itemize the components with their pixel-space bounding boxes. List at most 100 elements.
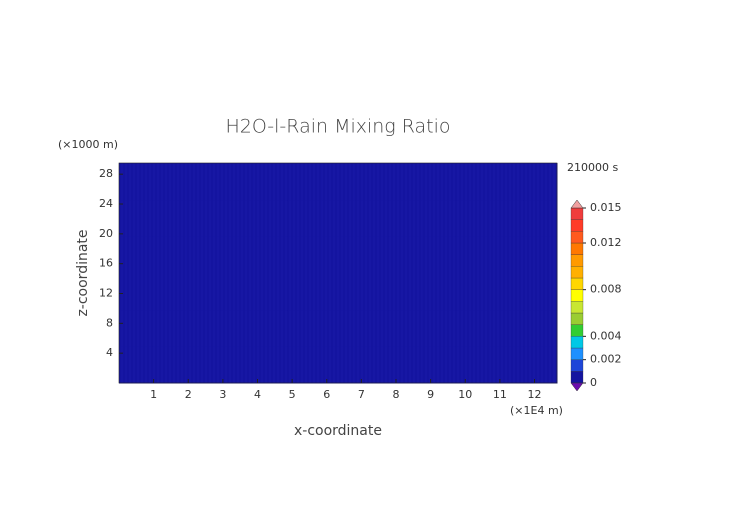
heat-cell (119, 199, 154, 237)
colorbar-over (570, 199, 584, 209)
colorbar-band (570, 336, 584, 349)
heat-cell (220, 346, 255, 384)
heat-cell (489, 273, 524, 311)
plot-frame (118, 162, 558, 384)
heat-cell (253, 273, 288, 311)
heat-cell (388, 346, 423, 384)
y-unit: (×1000 m) (58, 138, 118, 151)
heat-cell (388, 199, 423, 237)
heat-cell (455, 273, 491, 311)
y-axis-label: z-coordinate (75, 229, 91, 316)
heat-cell (119, 346, 154, 384)
y-tick-label: 24 (99, 197, 113, 210)
colorbar-band (570, 289, 584, 302)
heat-cell (354, 309, 390, 347)
heat-cell (186, 346, 221, 384)
heat-cell (186, 273, 221, 311)
heat-cell (523, 199, 558, 237)
heat-cell (523, 163, 558, 201)
x-tick-label: 9 (427, 388, 434, 401)
y-tick-label: 8 (106, 316, 113, 329)
x-tick-label: 10 (458, 388, 472, 401)
colorbar-tick-label: 0.012 (590, 236, 622, 249)
heat-cell (354, 236, 390, 274)
heat-cell (186, 199, 221, 237)
heat-cell (119, 236, 154, 274)
time-label: 210000 s (567, 161, 618, 174)
heat-cell (523, 346, 558, 384)
heat-cell (186, 236, 221, 274)
y-tick-label: 12 (99, 287, 113, 300)
colorbar-under (570, 382, 584, 392)
heat-cell (489, 236, 524, 274)
colorbar-band (570, 254, 584, 267)
y-tick-label: 28 (99, 167, 113, 180)
heat-cell (523, 236, 558, 274)
colorbar-tick-label: 0.008 (590, 283, 622, 296)
heat-cell (287, 346, 322, 384)
x-axis-label: x-coordinate (294, 423, 382, 439)
heat-cell (523, 273, 558, 311)
x-tick-label: 3 (219, 388, 226, 401)
heat-cell (253, 163, 288, 201)
colorbar-tick-label: 0.004 (590, 329, 622, 342)
x-unit: (×1E4 m) (510, 404, 563, 417)
heat-cell (287, 199, 322, 237)
heat-cell (119, 273, 154, 311)
x-tick-label: 8 (392, 388, 399, 401)
heat-cell (253, 309, 288, 347)
heat-cell (422, 309, 457, 347)
heat-cell (354, 346, 390, 384)
heat-cell (287, 309, 322, 347)
heat-cell (287, 236, 322, 274)
colorbar-tick-label: 0.002 (590, 353, 622, 366)
colorbar-band (570, 324, 584, 337)
x-tick-label: 4 (254, 388, 261, 401)
colorbar-band (570, 231, 584, 244)
colorbar-band (570, 312, 584, 325)
heat-cell (388, 236, 423, 274)
colorbar-band (570, 371, 584, 384)
heat-cell (253, 346, 288, 384)
heat-cell (220, 273, 255, 311)
heat-cell (354, 273, 390, 311)
heat-cell (220, 309, 255, 347)
heat-cell (220, 199, 255, 237)
heat-cell (489, 309, 524, 347)
heat-cell (455, 309, 491, 347)
heat-cell (489, 199, 524, 237)
heat-cell (253, 199, 288, 237)
x-tick-label: 5 (289, 388, 296, 401)
heat-cell (287, 273, 322, 311)
heat-cell (455, 236, 491, 274)
heat-cell (186, 163, 221, 201)
colorbar-band (570, 359, 584, 372)
colorbar-tick-label: 0 (590, 376, 597, 389)
heat-cell (422, 163, 457, 201)
x-tick-label: 12 (527, 388, 541, 401)
heat-cell (220, 236, 255, 274)
colorbar-band (570, 266, 584, 279)
x-tick-label: 11 (493, 388, 507, 401)
colorbar-band (570, 242, 584, 255)
heat-cell (388, 273, 423, 311)
y-tick-label: 16 (99, 257, 113, 270)
heat-cell (388, 309, 423, 347)
heat-cell (186, 309, 221, 347)
colorbar-band (570, 207, 584, 220)
x-tick-label: 2 (185, 388, 192, 401)
heat-cell (489, 346, 524, 384)
heat-cell (253, 236, 288, 274)
heat-cell (422, 273, 457, 311)
colorbar-band (570, 277, 584, 290)
heat-cell (455, 346, 491, 384)
x-tick-label: 1 (150, 388, 157, 401)
x-tick-label: 6 (323, 388, 330, 401)
heat-cell (354, 163, 390, 201)
heat-cell (422, 199, 457, 237)
colorbar-band (570, 301, 584, 314)
heat-cell (354, 199, 390, 237)
heat-cell (489, 163, 524, 201)
heat-cell (523, 309, 558, 347)
